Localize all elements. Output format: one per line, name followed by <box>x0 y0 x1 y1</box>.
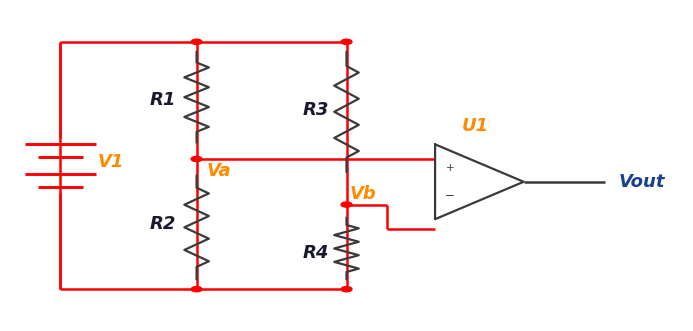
Text: R1: R1 <box>150 91 176 110</box>
Text: Va: Va <box>207 162 231 180</box>
Circle shape <box>341 202 352 207</box>
Circle shape <box>191 39 202 44</box>
Circle shape <box>341 39 352 44</box>
Text: −: − <box>445 189 455 203</box>
Text: U1: U1 <box>462 117 489 135</box>
Circle shape <box>191 156 202 162</box>
Circle shape <box>191 287 202 292</box>
Text: R4: R4 <box>303 244 329 262</box>
Text: V1: V1 <box>98 153 124 171</box>
Text: Vout: Vout <box>619 173 665 191</box>
Text: R2: R2 <box>150 215 176 233</box>
Circle shape <box>341 287 352 292</box>
Text: +: + <box>446 163 455 172</box>
Text: Vb: Vb <box>350 185 377 203</box>
Text: R3: R3 <box>303 101 329 119</box>
